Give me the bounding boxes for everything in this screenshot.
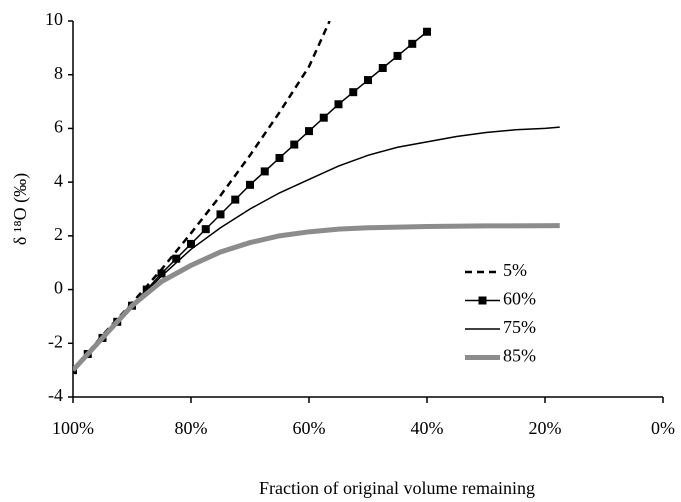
- x-tick-label: 0%: [651, 418, 675, 438]
- marker: [246, 180, 254, 189]
- y-tick-label: 6: [54, 117, 63, 137]
- series-line: [73, 223, 560, 372]
- legend-label: 60%: [503, 289, 536, 309]
- marker: [142, 285, 151, 294]
- x-tick-label: 20%: [529, 418, 562, 438]
- y-tick-label: 8: [54, 63, 63, 83]
- x-axis-title: Fraction of original volume remaining: [259, 478, 535, 498]
- y-tick-label: -4: [48, 385, 63, 405]
- y-tick-label: 10: [45, 9, 63, 29]
- marker: [201, 225, 210, 234]
- marker: [305, 127, 313, 136]
- y-axis-title: δ ¹⁸O (‰): [10, 173, 31, 245]
- marker: [408, 39, 417, 48]
- marker: [349, 88, 358, 97]
- plot-area: [73, 21, 560, 375]
- y-tick-label: 0: [54, 278, 63, 298]
- y-tick-label: -2: [48, 331, 63, 351]
- marker: [187, 239, 195, 248]
- series-line: [73, 21, 331, 371]
- marker: [378, 64, 387, 72]
- legend-label: 75%: [503, 317, 536, 337]
- marker: [275, 153, 284, 162]
- x-tick-label: 80%: [175, 418, 208, 438]
- series-line: [73, 31, 428, 371]
- marker: [364, 76, 372, 85]
- marker: [423, 27, 431, 36]
- marker: [393, 51, 402, 60]
- x-tick-label: 60%: [293, 418, 326, 438]
- y-tick-label: 4: [54, 170, 63, 190]
- x-tick-label: 40%: [411, 418, 444, 438]
- marker: [157, 269, 166, 278]
- marker: [216, 210, 225, 219]
- marker: [260, 167, 269, 176]
- marker: [231, 195, 240, 204]
- legend-label: 85%: [503, 346, 536, 366]
- x-tick-label: 100%: [52, 418, 94, 438]
- legend-label: 5%: [503, 260, 527, 280]
- legend-marker: [478, 296, 487, 305]
- series-line: [73, 126, 560, 371]
- marker: [319, 113, 328, 122]
- marker: [334, 100, 343, 109]
- marker: [290, 140, 299, 149]
- y-tick-label: 2: [54, 224, 63, 244]
- marker: [172, 254, 181, 263]
